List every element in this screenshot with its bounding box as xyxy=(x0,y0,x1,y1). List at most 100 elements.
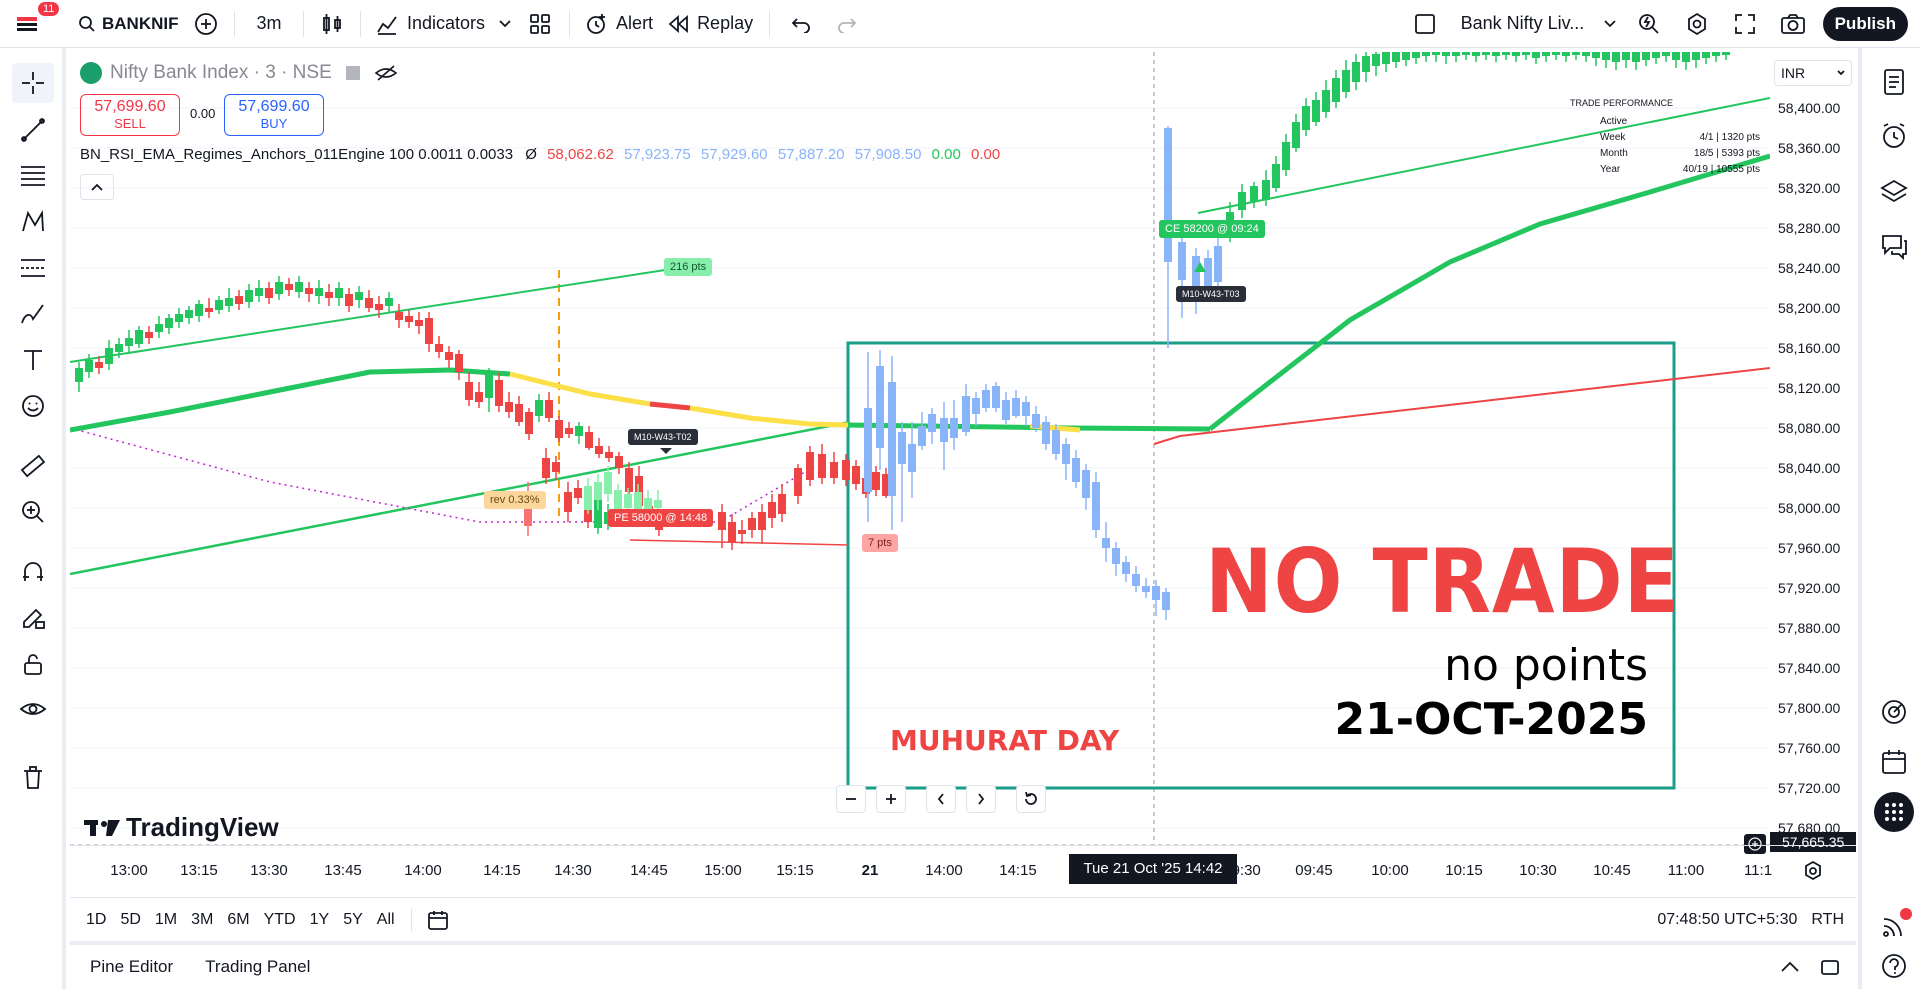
chevron-down-icon xyxy=(1837,70,1845,76)
delete-drawings-tool[interactable] xyxy=(12,758,54,798)
interval-button[interactable]: 3m xyxy=(256,13,282,33)
lock-drawing-tool[interactable] xyxy=(12,598,54,638)
collapse-legend-button[interactable] xyxy=(80,174,114,200)
streams-button[interactable] xyxy=(1874,906,1914,946)
axis-settings-button[interactable] xyxy=(1802,860,1826,884)
perf-row: Active xyxy=(1600,114,1760,130)
price-scale[interactable]: INR 58,400.00 58,360.00 58,320.00 58,280.00… xyxy=(1770,52,1856,852)
templates-button[interactable] xyxy=(519,0,561,48)
indicators-button[interactable]: Indicators xyxy=(369,0,491,48)
buy-button[interactable]: 57,699.60 BUY xyxy=(224,94,324,136)
text-tool[interactable] xyxy=(12,340,54,380)
trend-line-tool[interactable] xyxy=(12,110,54,150)
clock-display[interactable]: 07:48:50 UTC+5:30 xyxy=(1657,910,1798,928)
flag-icon[interactable] xyxy=(345,66,360,80)
scroll-right-button[interactable] xyxy=(966,785,996,813)
timeframe-3m[interactable]: 3M xyxy=(191,910,214,928)
hide-eye-icon[interactable] xyxy=(374,64,398,82)
trendline-ce xyxy=(1197,97,1771,214)
replay-button[interactable]: Replay xyxy=(659,0,761,48)
timeframe-all[interactable]: All xyxy=(376,910,395,928)
buy-label: BUY xyxy=(260,116,288,131)
tradingview-watermark[interactable]: TradingView xyxy=(84,812,279,843)
sell-button[interactable]: 57,699.60 SELL xyxy=(80,94,180,136)
scroll-left-button[interactable] xyxy=(926,785,956,813)
timeframe-6m[interactable]: 6M xyxy=(227,910,250,928)
time-axis[interactable]: 13:00 13:15 13:30 13:45 14:00 14:15 14:30 14:45… xyxy=(70,845,1856,897)
timeframe-5d[interactable]: 5D xyxy=(120,910,141,928)
calendar-button[interactable] xyxy=(1874,742,1914,782)
layout-checkbox[interactable] xyxy=(1405,0,1445,48)
zoom-tool[interactable] xyxy=(12,492,54,532)
alert-button[interactable]: Alert xyxy=(578,0,659,48)
snapshot-button[interactable] xyxy=(1769,0,1817,48)
timeframe-1y[interactable]: 1Y xyxy=(309,910,330,928)
tab-pine-editor[interactable]: Pine Editor xyxy=(90,957,174,976)
hide-drawings-tool[interactable] xyxy=(12,690,54,730)
timeframe-ytd[interactable]: YTD xyxy=(263,910,296,928)
watchlist-button[interactable] xyxy=(1874,62,1914,102)
chevron-down-icon xyxy=(1603,19,1616,27)
settings-button[interactable] xyxy=(1673,0,1721,48)
brush-tool[interactable] xyxy=(12,294,54,334)
fib-tool[interactable] xyxy=(12,156,54,196)
fullscreen-button[interactable] xyxy=(1721,0,1769,48)
products-button[interactable] xyxy=(1874,792,1914,832)
logo-button[interactable]: 11 xyxy=(0,0,60,48)
chart-type-button[interactable] xyxy=(312,0,352,48)
undo-button[interactable] xyxy=(778,0,824,48)
measure-tool[interactable] xyxy=(12,446,54,486)
time-tick: 10:00 xyxy=(1371,862,1409,879)
timeframe-1m[interactable]: 1M xyxy=(154,910,178,928)
plus-icon xyxy=(886,794,896,804)
collapse-panel-button[interactable] xyxy=(1770,961,1810,973)
object-tree-button[interactable] xyxy=(1874,172,1914,212)
pattern-tool[interactable] xyxy=(12,202,54,242)
tab-trading-panel[interactable]: Trading Panel xyxy=(205,957,311,976)
forecast-tool[interactable] xyxy=(12,248,54,288)
pencil-lock-icon xyxy=(23,608,45,629)
emoji-tool[interactable] xyxy=(12,386,54,426)
quick-search-button[interactable] xyxy=(1625,0,1673,48)
indicator-legend[interactable]: BN_RSI_EMA_Regimes_Anchors_011Engine 100… xyxy=(80,146,1000,163)
currency-select[interactable]: INR xyxy=(1774,60,1852,86)
zoom-out-button[interactable] xyxy=(836,785,866,813)
symbol-search[interactable]: BANKNIF xyxy=(54,0,186,48)
divider xyxy=(303,10,304,37)
candle-pullback-7-body xyxy=(654,500,662,508)
magnet-tool[interactable] xyxy=(12,552,54,592)
session-toggle[interactable]: RTH xyxy=(1811,910,1844,928)
goto-date-button[interactable] xyxy=(422,905,454,935)
compare-button[interactable] xyxy=(186,0,226,48)
symbol-name: BANKNIF xyxy=(102,13,179,33)
indicators-dropdown[interactable] xyxy=(491,0,519,48)
timeframe-5y[interactable]: 5Y xyxy=(343,910,363,928)
candle-pe-6-body xyxy=(778,494,786,514)
ideas-button[interactable] xyxy=(1874,692,1914,732)
chart-pane[interactable] xyxy=(69,52,1771,846)
add-price-alert-button[interactable] xyxy=(1744,834,1766,854)
publish-button[interactable]: Publish xyxy=(1822,6,1908,41)
candle-pm-6-body xyxy=(594,500,602,528)
candle-muhurat-19-body xyxy=(1062,444,1070,464)
crosshair-tool[interactable] xyxy=(12,63,54,103)
alerts-button[interactable] xyxy=(1874,116,1914,156)
price-tick: 57,880.00 xyxy=(1778,620,1841,636)
layout-dropdown[interactable] xyxy=(1595,0,1625,48)
chats-button[interactable] xyxy=(1874,226,1914,266)
candle-rally-41-body xyxy=(1642,52,1650,60)
redo-button[interactable] xyxy=(824,0,870,48)
lock-all-tool[interactable] xyxy=(12,644,54,684)
candle-rally-6-body xyxy=(1292,122,1300,148)
layout-name[interactable]: Bank Nifty Liv... xyxy=(1460,13,1585,33)
symbol-legend[interactable]: Nifty Bank Index · 3 · NSE xyxy=(80,62,398,84)
candle-rally-18-body xyxy=(1412,52,1420,58)
help-button[interactable] xyxy=(1874,946,1914,986)
indicator-value-1: 58,062.62 xyxy=(547,146,614,163)
time-tick: 14:45 xyxy=(630,862,668,879)
zoom-in-button[interactable] xyxy=(876,785,906,813)
reset-chart-button[interactable] xyxy=(1016,785,1046,813)
timeframe-1d[interactable]: 1D xyxy=(86,910,107,928)
maximize-panel-button[interactable] xyxy=(1810,957,1850,977)
candle-bounce-7-body xyxy=(872,472,880,490)
